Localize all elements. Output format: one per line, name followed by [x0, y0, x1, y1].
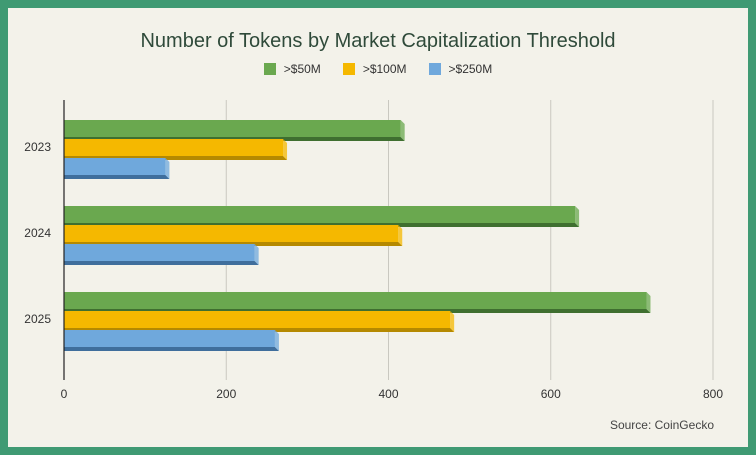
legend-item-250m: >$250M — [428, 62, 493, 76]
y-tick-label-2023: 2023 — [24, 140, 51, 154]
bar-side-2023-1 — [283, 139, 288, 160]
x-tick-label-0: 0 — [61, 387, 68, 401]
bar-depth-2023-2 — [64, 175, 170, 179]
bar-side-2023-2 — [165, 158, 170, 179]
bar-2025-1 — [64, 311, 451, 328]
legend-item-50m: >$50M — [263, 62, 321, 76]
bar-side-2024-0 — [575, 206, 580, 227]
legend-item-100m: >$100M — [342, 62, 407, 76]
bar-side-2025-0 — [646, 292, 651, 313]
bar-side-2025-1 — [450, 311, 455, 332]
legend-label-50m: >$50M — [283, 62, 321, 76]
bar-side-2024-2 — [254, 244, 259, 265]
legend-label-250m: >$250M — [448, 62, 493, 76]
y-tick-label-2025: 2025 — [24, 312, 51, 326]
bar-2023-2 — [64, 158, 166, 175]
x-tick-label-600: 600 — [541, 387, 561, 401]
source-note: Source: CoinGecko — [609, 418, 714, 432]
legend-swatch-100m — [342, 63, 355, 75]
chart-title: Number of Tokens by Market Capitalizatio… — [140, 30, 616, 52]
bar-2024-0 — [64, 206, 576, 223]
bar-depth-2024-2 — [64, 261, 259, 265]
legend-swatch-250m — [428, 63, 441, 75]
bar-2023-1 — [64, 139, 284, 156]
bar-2024-2 — [64, 244, 255, 261]
x-tick-label-400: 400 — [378, 387, 398, 401]
bar-side-2023-0 — [400, 120, 405, 141]
bar-2025-2 — [64, 330, 275, 347]
bar-2023-0 — [64, 120, 401, 137]
legend-swatch-50m — [263, 63, 276, 75]
x-tick-label-800: 800 — [703, 387, 723, 401]
bar-side-2025-2 — [274, 330, 279, 351]
y-tick-label-2024: 2024 — [24, 226, 51, 240]
bar-chart-plot: 0 200 400 600 800 2023 2024 2025 — [24, 100, 723, 401]
legend: >$50M >$100M >$250M — [8, 62, 748, 76]
bar-side-2024-1 — [398, 225, 403, 246]
bar-2025-0 — [64, 292, 647, 309]
legend-label-100m: >$100M — [362, 62, 407, 76]
bar-depth-2025-2 — [64, 347, 279, 351]
bar-2024-1 — [64, 225, 399, 242]
chart-frame: Number of Tokens by Market Capitalizatio… — [8, 8, 748, 447]
x-tick-label-200: 200 — [216, 387, 236, 401]
